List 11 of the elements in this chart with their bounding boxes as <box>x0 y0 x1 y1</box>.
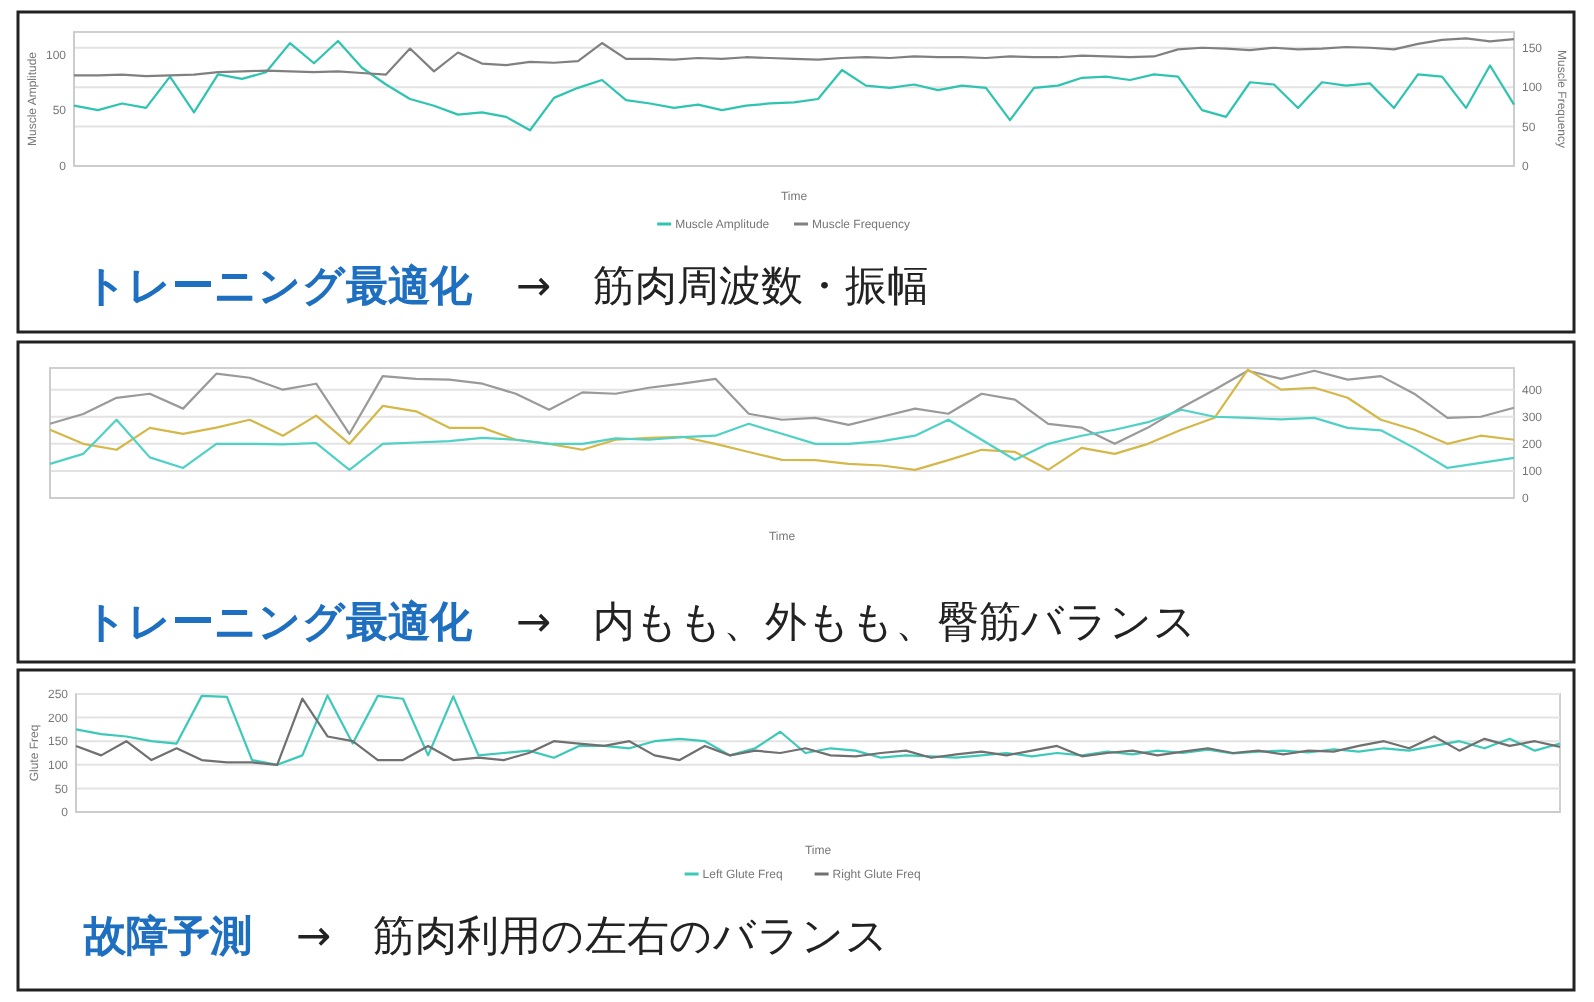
line-series <box>48 368 1516 471</box>
text: トレーニング最適化 <box>84 262 474 310</box>
text: → 筋肉利用の左右のバランス <box>296 912 890 960</box>
line-series <box>72 39 1516 132</box>
line-series <box>48 408 1516 471</box>
text: 故障予測 <box>82 912 252 960</box>
line-series <box>72 37 1516 78</box>
text: → 内もも、外もも、臀筋バランス <box>516 598 1198 646</box>
line-series <box>48 369 1516 445</box>
text: トレーニング最適化 <box>84 598 474 646</box>
text: → 筋肉周波数・振幅 <box>516 262 930 310</box>
